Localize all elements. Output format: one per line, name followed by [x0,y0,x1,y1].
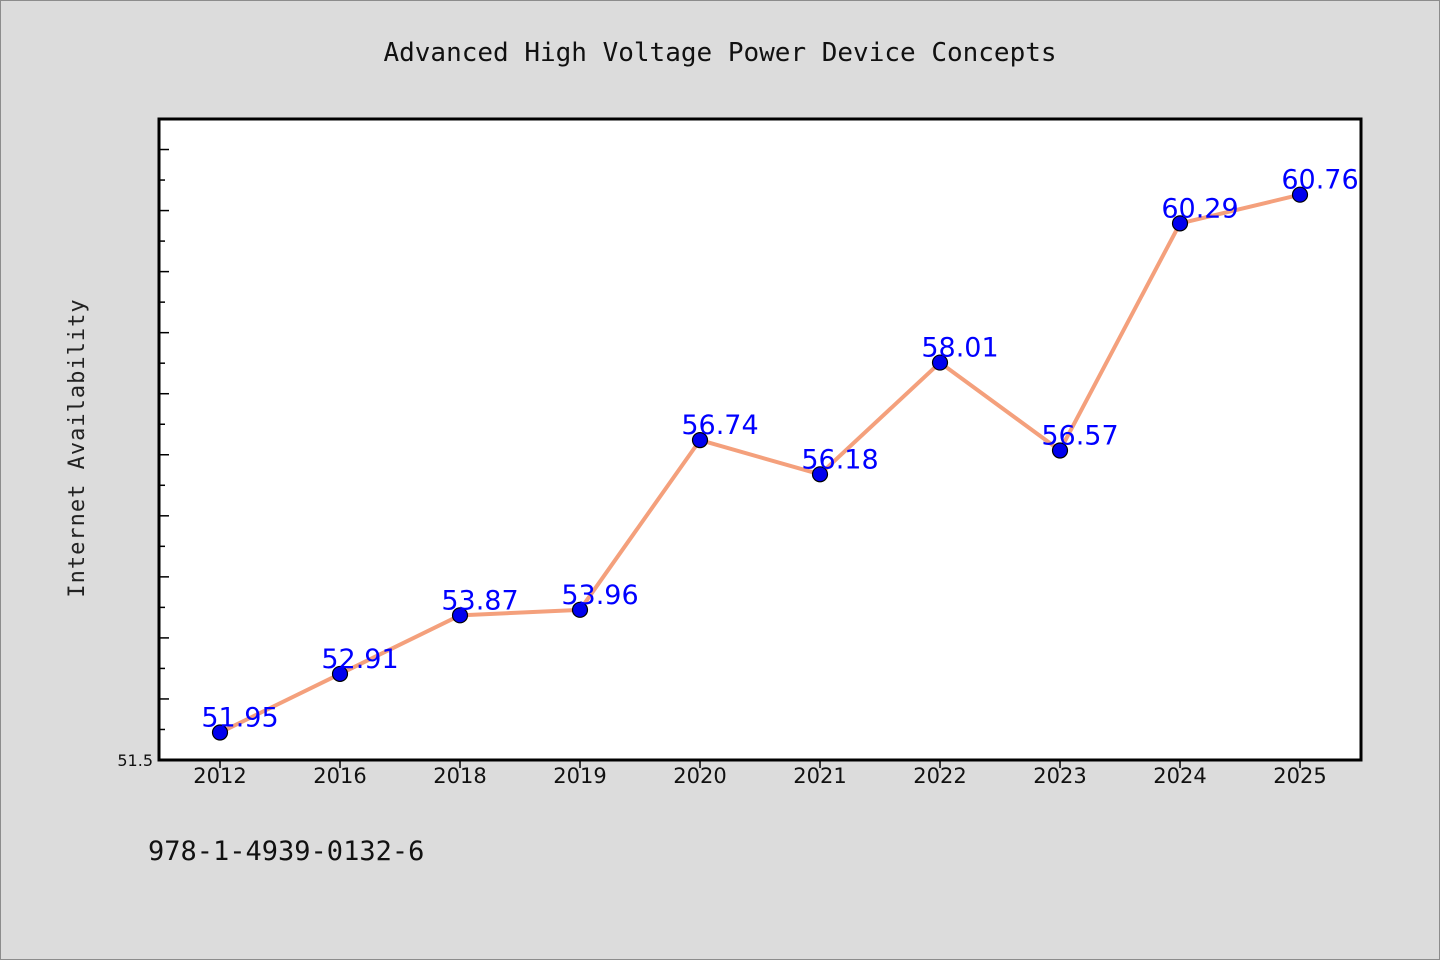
x-tick-label: 2012 [193,764,246,788]
data-markers [211,186,1309,741]
data-point [691,432,709,449]
data-label: 51.95 [201,703,278,734]
data-label: 60.76 [1281,165,1358,196]
x-tick-label: 2025 [1273,764,1326,788]
x-tick-label: 2021 [793,764,846,788]
data-label: 60.29 [1161,193,1238,224]
data-label: 56.74 [681,410,758,441]
x-tick-label: 2023 [1033,764,1086,788]
x-tick-label: 2019 [553,764,606,788]
isbn-footnote: 978-1-4939-0132-6 [148,836,425,867]
plot-area [159,119,1361,760]
data-point [571,601,589,618]
series-line [219,192,1301,735]
x-axis-ticks: 2012 2016 2018 2019 2020 2021 2022 2023 2024 2025 [193,760,1327,788]
x-tick-label: 2016 [313,764,366,788]
chart-title: Advanced High Voltage Power Device Conce… [383,38,1056,68]
data-point [1051,442,1069,459]
data-label: 56.57 [1041,420,1118,451]
data-point [811,466,829,483]
x-tick-label: 2018 [433,764,486,788]
data-point [211,724,229,741]
plot-border [157,117,1363,762]
data-labels: 51.95 52.91 53.87 53.96 56.74 56.18 58.01 56.57… [201,165,1358,734]
y-axis-min-label: 51.5 [117,751,153,770]
data-point [331,665,349,683]
data-label: 53.87 [441,585,518,616]
data-point [1171,215,1189,232]
data-point [931,354,949,371]
x-tick-label: 2024 [1153,764,1206,788]
data-point [451,607,469,624]
data-label: 52.91 [321,644,398,675]
data-label: 53.96 [561,580,638,611]
data-label: 56.18 [801,444,878,475]
x-tick-label: 2020 [673,764,726,788]
data-label: 58.01 [921,333,998,364]
data-point [1291,186,1309,203]
x-tick-label: 2022 [913,764,966,788]
y-axis-label: Internet Availability [65,298,90,597]
